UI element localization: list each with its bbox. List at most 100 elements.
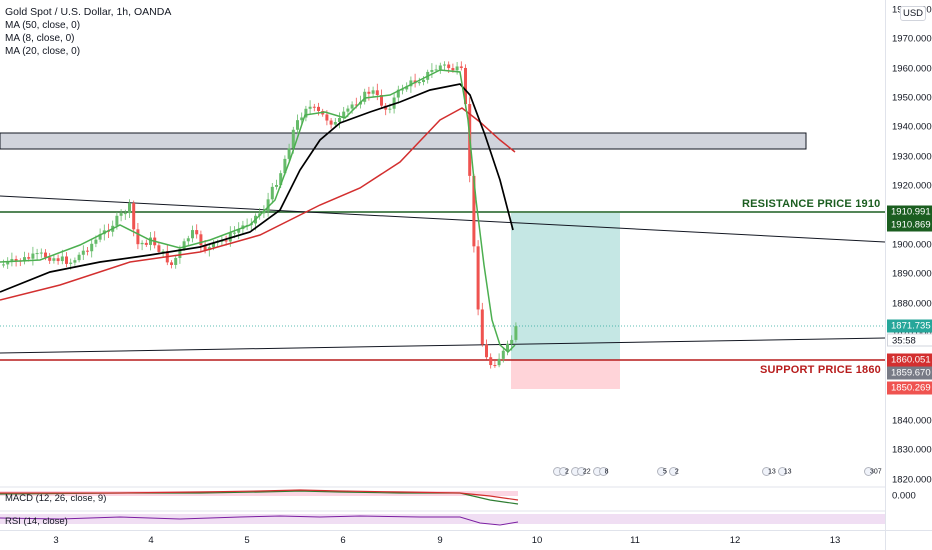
candle-body [128,203,131,214]
time-tick-label: 4 [148,535,154,546]
candle-body [317,106,320,112]
candle-body [65,256,68,264]
upper-trendline[interactable] [0,195,885,243]
flag-icon [777,467,787,476]
candle-body [270,186,274,200]
candle-body [409,80,413,87]
candle-body [405,86,409,90]
macd-signal-line [0,489,519,501]
candle-body [342,111,346,119]
rsi-pane-label[interactable]: RSI (14, close) [5,516,68,527]
candle-body [132,203,136,230]
candle-body [350,104,354,109]
candle-body [447,64,451,69]
macd-pane-label[interactable]: MACD (12, 26, close, 9) [5,493,107,504]
price-tag: 1860.051 [887,353,932,367]
candle-body [56,258,60,262]
candle-body [266,199,270,212]
candle-body [510,339,514,344]
candle-body [514,326,518,340]
legend-ma8[interactable]: MA (8, close, 0) [5,33,75,44]
candle-body [338,118,341,122]
resistance-zone-box[interactable] [0,132,807,150]
candle-body [52,258,56,261]
chart-title: Gold Spot / U.S. Dollar, 1h, OANDA [5,6,172,18]
profit-target-zone[interactable] [511,213,620,360]
candle-body [2,264,5,266]
ma8-line [0,69,516,354]
time-tick-label: 5 [244,535,250,546]
candle-body [161,251,165,253]
candle-body [98,234,102,240]
candle-body [443,64,446,66]
candle-body [367,91,371,94]
candle-body [123,213,127,215]
calendar-event-group-3[interactable]: 13 13 [762,467,792,476]
calendar-event-group-1[interactable]: 2 22 8 [553,467,609,476]
flag-icon [762,467,771,476]
candle-body [501,350,505,359]
candle-body [346,108,350,112]
time-tick-label: 10 [531,535,543,546]
candle-body [396,89,400,98]
price-tag: 1910.991 [887,205,932,219]
time-tick-label: 9 [437,535,443,546]
price-chart[interactable]: Gold Spot / U.S. Dollar, 1h, OANDA MA (5… [0,0,885,530]
stop-loss-zone[interactable] [511,360,620,389]
candle-body [60,256,64,262]
candle-body [283,158,287,174]
candle-body [417,82,421,84]
candle-body [224,240,228,242]
candle-body [140,242,144,245]
candle-body [489,357,493,366]
candle-body [354,104,358,106]
candle-body [174,257,178,265]
time-tick-label: 6 [340,535,346,546]
candle-body [86,250,89,252]
candle-body [438,65,442,70]
price-axis[interactable]: 1980.0001970.0001960.0001950.0001940.000… [885,0,932,530]
time-tick-label: 3 [53,535,59,546]
candle-body [329,120,333,125]
candle-body [279,173,283,186]
price-tick-label: 1960.000 [892,63,932,75]
candle-body [136,229,140,245]
candle-body [178,248,182,258]
candle-body [149,237,152,245]
candle-body [69,262,73,264]
candle-body [308,106,312,109]
candle-body [233,232,236,234]
price-tick-label: 1930.000 [892,151,932,163]
flag-icon [668,467,678,476]
flag-icon [598,467,608,476]
price-tick-label: 1830.000 [892,444,932,456]
legend-ma50[interactable]: MA (50, close, 0) [5,20,81,31]
price-tag: 1859.670 [887,366,932,380]
candle-body [199,234,203,246]
calendar-event-group-2[interactable]: 5 2 [657,467,679,476]
candle-body [77,254,81,261]
axis-corner [885,530,932,550]
candle-body [144,242,148,245]
support-label[interactable]: SUPPORT PRICE 1860 [760,364,881,376]
candle-body [480,309,484,345]
candle-body [472,175,476,247]
candle-body [191,230,194,239]
candle-body [10,259,14,262]
calendar-event-group-4[interactable]: 307 [864,467,882,476]
rsi-band [0,514,885,524]
time-axis[interactable]: 3 4 5 6 9 10 11 12 13 [0,530,885,550]
price-tick-label: 1820.000 [892,474,932,486]
candle-body [44,252,47,258]
price-tick-label: 1970.000 [892,33,932,45]
candle-body [476,246,480,310]
lower-trendline[interactable] [0,337,885,354]
flag-icon [657,467,666,476]
chart-canvas[interactable] [0,0,885,530]
candle-body [81,250,85,255]
candle-body [333,121,337,125]
currency-button[interactable]: USD [900,6,926,21]
candle-body [485,344,488,358]
legend-ma20[interactable]: MA (20, close, 0) [5,46,81,57]
resistance-label[interactable]: RESISTANCE PRICE 1910 [742,198,881,210]
